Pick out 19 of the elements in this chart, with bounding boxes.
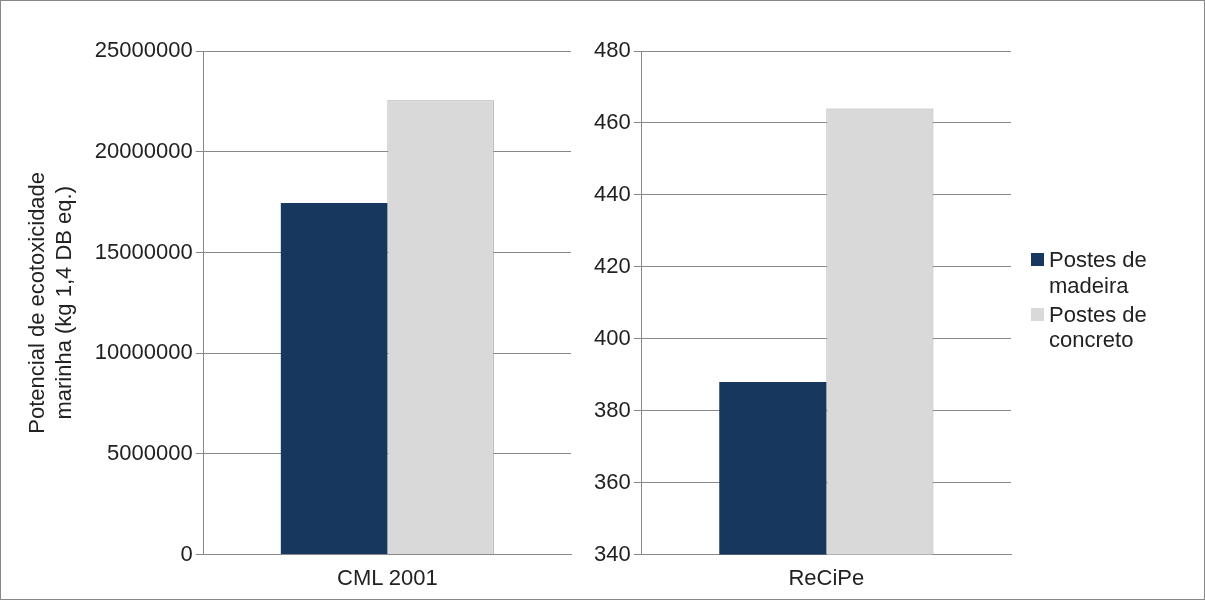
- y-tick-label: 10000000: [94, 339, 193, 365]
- y-tick-label: 15000000: [94, 238, 193, 264]
- y-tick-label: 480: [593, 37, 631, 63]
- y-tick-label: 20000000: [94, 137, 193, 163]
- y-tick-label: 440: [593, 180, 631, 206]
- x-tick-label: ReCiPe: [788, 564, 865, 590]
- x-tick-label: CML 2001: [337, 564, 438, 590]
- y-tick-label: 380: [593, 396, 631, 422]
- y-tick-label: 420: [593, 252, 631, 278]
- y-tick-label: 0: [180, 540, 193, 566]
- legend-label: Postes de madeira: [1049, 247, 1148, 298]
- y-tick-label: 400: [593, 324, 631, 350]
- y-tick-label: 460: [593, 109, 631, 135]
- y-axis-title: Potencial de ecotoxicidade marinha (kg 1,4 DB eq.): [24, 171, 76, 434]
- y-tick-label: 5000000: [107, 439, 193, 465]
- y-tick-label: 340: [593, 540, 631, 566]
- y-tick-label: 360: [593, 468, 631, 494]
- y-tick-label: 25000000: [94, 37, 193, 63]
- legend-label: Postes de concreto: [1049, 302, 1148, 353]
